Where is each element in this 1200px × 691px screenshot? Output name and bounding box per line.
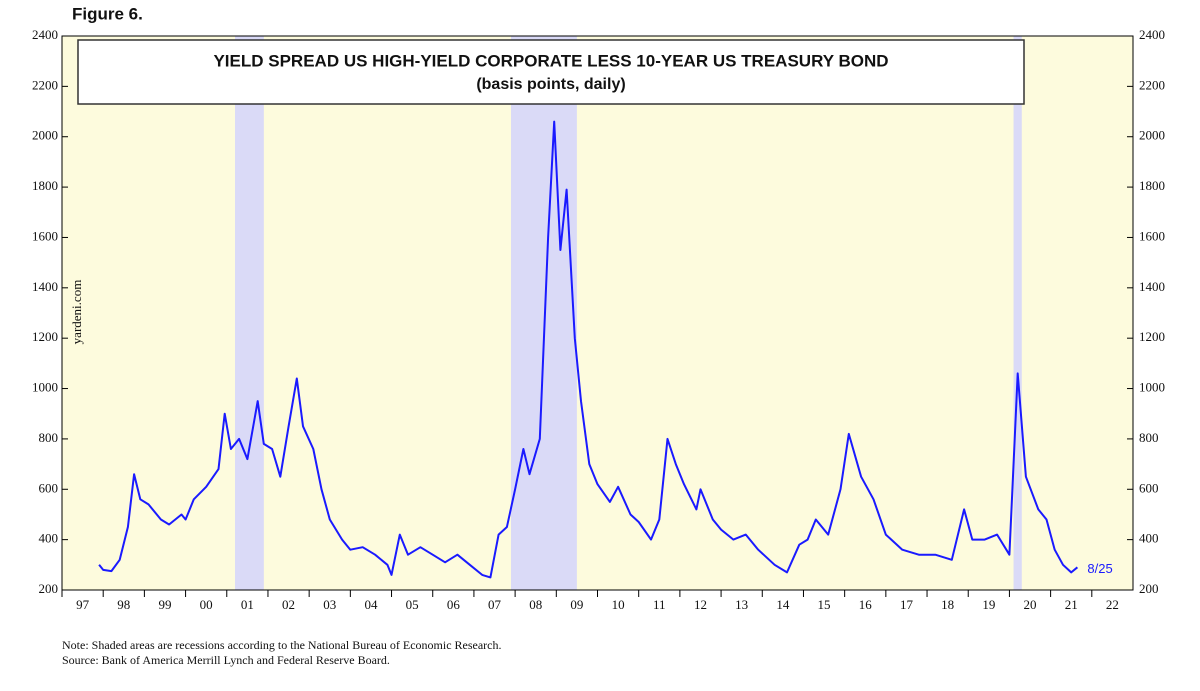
annotation: 8/25	[1087, 561, 1112, 576]
y2-tick-label: 400	[1139, 531, 1159, 546]
x-tick-label: 10	[612, 597, 625, 612]
x-tick-label: 06	[447, 597, 461, 612]
recession-band	[235, 36, 264, 590]
x-tick-label: 01	[241, 597, 254, 612]
x-tick-label: 03	[323, 597, 336, 612]
x-tick-label: 22	[1106, 597, 1119, 612]
figure-label: Figure 6.	[72, 4, 143, 23]
y-tick-label: 1000	[32, 380, 58, 395]
x-tick-label: 09	[570, 597, 583, 612]
note: Source: Bank of America Merrill Lynch an…	[62, 653, 390, 667]
x-tick-label: 98	[117, 597, 130, 612]
x-tick-label: 12	[694, 597, 707, 612]
y2-tick-label: 2200	[1139, 77, 1165, 92]
title-box	[77, 39, 1025, 105]
x-tick-label: 13	[735, 597, 748, 612]
recession-band	[1013, 36, 1022, 590]
x-tick-label: 02	[282, 597, 295, 612]
x-tick-label: 19	[982, 597, 995, 612]
x-tick-label: 15	[818, 597, 831, 612]
x-tick-label: 04	[364, 597, 378, 612]
y-tick-label: 1800	[32, 178, 58, 193]
y2-tick-label: 800	[1139, 430, 1159, 445]
y-tick-label: 200	[39, 581, 59, 596]
watermark: yardeni.com	[69, 280, 84, 345]
y2-tick-label: 1000	[1139, 380, 1165, 395]
x-tick-label: 07	[488, 597, 502, 612]
x-tick-label: 97	[76, 597, 90, 612]
y-tick-label: 2000	[32, 128, 58, 143]
y-tick-label: 1400	[32, 279, 58, 294]
x-tick-label: 21	[1065, 597, 1078, 612]
y2-tick-label: 200	[1139, 581, 1159, 596]
y2-tick-label: 1600	[1139, 228, 1165, 243]
y-tick-label: 600	[39, 480, 59, 495]
y-tick-label: 1200	[32, 329, 58, 344]
y2-tick-label: 1200	[1139, 329, 1165, 344]
chart-subtitle: (basis points, daily)	[476, 76, 625, 93]
x-tick-label: 00	[200, 597, 213, 612]
x-tick-label: 17	[900, 597, 914, 612]
y-tick-label: 1600	[32, 228, 58, 243]
x-tick-label: 20	[1024, 597, 1037, 612]
note: Note: Shaded areas are recessions accord…	[62, 638, 502, 652]
y2-tick-label: 600	[1139, 480, 1159, 495]
y-tick-label: 400	[39, 531, 59, 546]
y2-tick-label: 2400	[1139, 27, 1165, 42]
chart-title: YIELD SPREAD US HIGH-YIELD CORPORATE LES…	[213, 51, 888, 70]
x-tick-label: 14	[776, 597, 790, 612]
y-tick-label: 800	[39, 430, 59, 445]
y2-tick-label: 2000	[1139, 128, 1165, 143]
y2-tick-label: 1400	[1139, 279, 1165, 294]
y2-tick-label: 1800	[1139, 178, 1165, 193]
y-tick-label: 2200	[32, 77, 58, 92]
x-tick-label: 99	[158, 597, 171, 612]
y-tick-label: 2400	[32, 27, 58, 42]
x-tick-label: 05	[406, 597, 419, 612]
x-tick-label: 16	[859, 597, 873, 612]
x-tick-label: 11	[653, 597, 666, 612]
x-tick-label: 08	[529, 597, 542, 612]
series-line	[98, 120, 1079, 579]
plot-background	[62, 36, 1133, 590]
recession-band	[510, 36, 577, 590]
x-tick-label: 18	[941, 597, 954, 612]
